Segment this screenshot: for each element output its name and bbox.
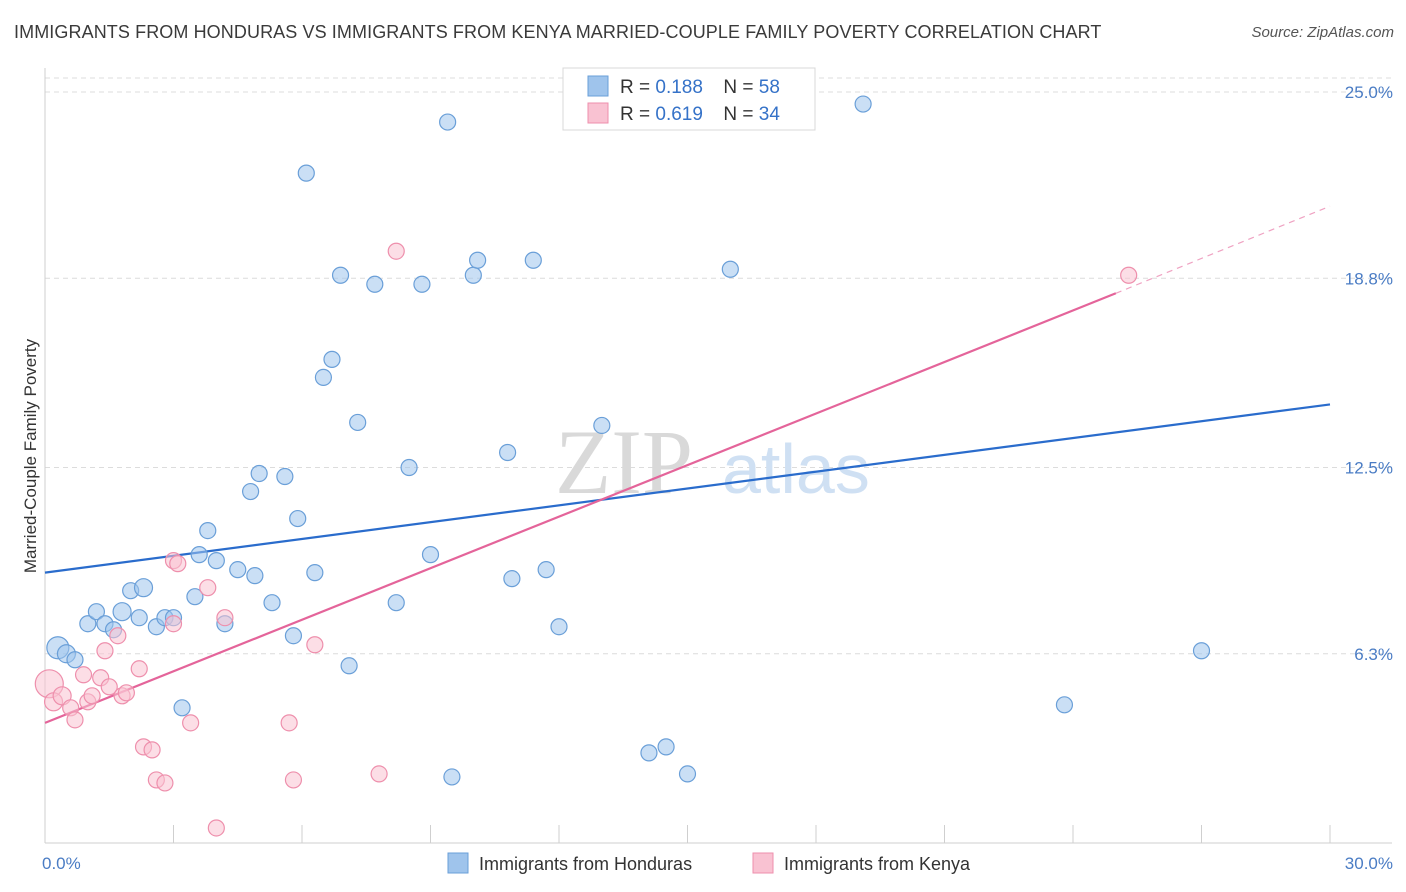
chart-title: IMMIGRANTS FROM HONDURAS VS IMMIGRANTS F… [14,22,1102,42]
honduras-point [229,561,247,579]
kenya-point [199,579,217,597]
honduras-point [306,564,324,582]
source-label: Source: ZipAtlas.com [1251,24,1394,41]
honduras-legend-swatch [587,75,609,97]
honduras-point [678,765,697,783]
kenya-series-label: Immigrants from Kenya [784,854,971,874]
honduras-point [499,443,517,462]
kenya-point [216,609,234,627]
honduras-point [537,561,555,579]
x-tick-labels: 0.0% 30.0% [42,854,1393,873]
honduras-point [276,467,294,486]
honduras-legend-stats: R = 0.188 N = 58 [620,77,780,98]
honduras-point [130,609,148,627]
kenya-point [74,666,93,684]
honduras-point [439,113,457,131]
honduras-point [331,266,350,284]
kenya-point [143,741,161,759]
kenya-series-swatch [752,852,774,874]
kenya-point [156,774,174,792]
honduras-point [387,594,405,612]
honduras-point [79,615,97,633]
honduras-point [640,744,658,762]
honduras-point [1055,696,1074,714]
kenya-point [164,615,183,633]
honduras-point [657,738,675,756]
honduras-trend-line [44,403,1331,574]
y-tick-label: 12.5% [1345,459,1393,478]
kenya-legend-swatch [587,102,609,124]
honduras-point [289,509,307,528]
axes [44,68,1392,844]
honduras-point [112,602,132,622]
honduras-point [199,521,217,540]
honduras-point [593,416,611,435]
honduras-point [314,368,333,386]
kenya-point [1120,266,1138,284]
honduras-point [246,567,264,585]
kenya-legend-stats: R = 0.619 N = 34 [620,104,780,125]
y-tick-labels: 6.3% 12.5% 18.8% 25.0% [1345,83,1393,664]
honduras-point [400,458,418,477]
honduras-point [133,578,154,598]
honduras-point [297,164,315,182]
kenya-point [182,714,200,732]
kenya-point [280,714,298,732]
honduras-series-swatch [447,852,469,874]
honduras-series-label: Immigrants from Honduras [479,854,692,874]
honduras-point [524,251,542,269]
y-tick-label: 6.3% [1354,645,1393,664]
kenya-point [83,687,101,705]
honduras-point [366,275,384,293]
honduras-point [1192,642,1211,660]
y-axis-label: Married-Couple Family Poverty [21,338,40,573]
y-tick-label: 25.0% [1345,83,1393,102]
kenya-trend-line [44,292,1117,724]
kenya-point [370,765,388,783]
kenya-point [96,642,114,660]
honduras-point [854,95,872,113]
kenya-point [130,660,148,678]
y-tick-label: 18.8% [1345,269,1393,288]
honduras-point [323,350,341,368]
honduras-point [340,657,358,675]
series-legend: Immigrants from Honduras Immigrants from… [447,852,971,874]
honduras-point [250,464,268,483]
honduras-point [413,275,431,293]
honduras-point [721,260,739,278]
kenya-point [284,771,303,789]
kenya-point [109,627,127,645]
honduras-point [469,251,487,269]
honduras-point [190,546,208,564]
honduras-point [421,546,440,564]
honduras-point [87,603,106,621]
kenya-point [387,242,405,260]
honduras-point [550,618,568,636]
kenya-point [207,819,225,837]
honduras-point [503,570,521,588]
honduras-point [66,651,84,669]
honduras-point [443,768,461,786]
honduras-point [173,699,191,717]
kenya-point [66,711,84,729]
honduras-point [242,482,260,501]
honduras-point [284,627,303,645]
kenya-point [306,636,324,654]
honduras-point [263,594,281,612]
kenya-point [169,555,187,573]
honduras-point [349,413,367,432]
x-tick-label: 0.0% [42,854,81,873]
gridlines [45,77,1392,655]
stats-legend: R = 0.188 N = 58 R = 0.619 N = 34 [562,67,816,131]
kenya-point [100,678,118,696]
kenya-trend-extension [1115,205,1331,294]
x-tick-label: 30.0% [1345,854,1393,873]
data-points [34,95,1211,837]
honduras-point [464,266,482,284]
trend-lines [44,205,1331,724]
honduras-point [186,588,204,606]
kenya-point [117,684,135,702]
honduras-point [207,552,225,570]
